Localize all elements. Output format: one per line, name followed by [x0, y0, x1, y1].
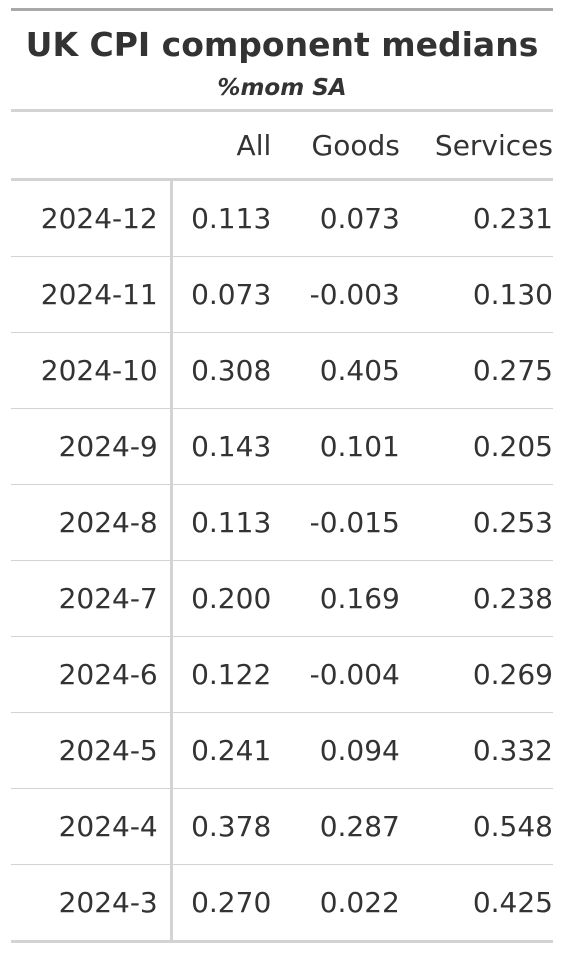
row-date-cell: 2024-12 [11, 179, 173, 257]
table-container: UK CPI component medians %mom SA All Goo… [11, 8, 553, 943]
cell-goods: 0.022 [271, 864, 400, 943]
column-header-services: Services [434, 128, 553, 162]
row-date-cell: 2024-8 [11, 484, 173, 561]
row-date-cell: 2024-10 [11, 332, 173, 409]
header-rule [11, 109, 553, 112]
cell-all: 0.122 [171, 636, 272, 713]
cell-services: 0.425 [399, 864, 553, 943]
table-subtitle: %mom SA [217, 75, 347, 101]
row-date-cell: 2024-6 [11, 636, 173, 713]
cell-services: 0.332 [399, 712, 553, 789]
top-rule [11, 8, 553, 11]
cell-goods: -0.003 [271, 256, 400, 333]
table-row: 2024-3 0.270 0.022 0.425 [11, 864, 553, 943]
cell-goods: 0.405 [271, 332, 400, 409]
cell-all: 0.113 [171, 179, 272, 257]
table-row: 2024-11 0.073 -0.003 0.130 [11, 256, 553, 333]
cell-goods: 0.073 [271, 179, 400, 257]
cell-all: 0.308 [171, 332, 272, 409]
cell-services: 0.548 [399, 788, 553, 865]
cell-goods: -0.004 [271, 636, 400, 713]
row-date-cell: 2024-11 [11, 256, 173, 333]
cell-all: 0.378 [171, 788, 272, 865]
cell-services: 0.275 [399, 332, 553, 409]
cell-goods: 0.101 [271, 408, 400, 485]
cell-all: 0.241 [171, 712, 272, 789]
table-row: 2024-5 0.241 0.094 0.332 [11, 712, 553, 789]
cell-services: 0.205 [399, 408, 553, 485]
cell-all: 0.073 [171, 256, 272, 333]
row-date-cell: 2024-7 [11, 560, 173, 637]
cell-goods: 0.287 [271, 788, 400, 865]
cell-all: 0.113 [171, 484, 272, 561]
column-header-all: All [236, 128, 272, 162]
cell-goods: 0.094 [271, 712, 400, 789]
table-row: 2024-6 0.122 -0.004 0.269 [11, 636, 553, 713]
data-table: All Goods Services 2024-12 0.113 0.073 0.23… [11, 112, 553, 943]
table-row: 2024-7 0.200 0.169 0.238 [11, 560, 553, 637]
table-row: 2024-8 0.113 -0.015 0.253 [11, 484, 553, 561]
table-title: UK CPI component medians [25, 25, 539, 64]
cell-services: 0.231 [399, 179, 553, 257]
cell-services: 0.253 [399, 484, 553, 561]
table-row: 2024-12 0.113 0.073 0.231 [11, 179, 553, 257]
table-body: 2024-12 0.113 0.073 0.231 2024-11 0.073 -0.003… [11, 179, 553, 943]
column-header-goods: Goods [311, 128, 400, 162]
cell-all: 0.200 [171, 560, 272, 637]
cell-goods: -0.015 [271, 484, 400, 561]
table-row: 2024-9 0.143 0.101 0.205 [11, 408, 553, 485]
cell-services: 0.238 [399, 560, 553, 637]
row-date-cell: 2024-4 [11, 788, 173, 865]
row-date-cell: 2024-5 [11, 712, 173, 789]
cell-all: 0.270 [171, 864, 272, 943]
cell-services: 0.269 [399, 636, 553, 713]
row-date-cell: 2024-3 [11, 864, 173, 943]
cell-all: 0.143 [171, 408, 272, 485]
stub-header [11, 112, 171, 180]
row-date-cell: 2024-9 [11, 408, 173, 485]
cell-services: 0.130 [399, 256, 553, 333]
cell-goods: 0.169 [271, 560, 400, 637]
table-row: 2024-10 0.308 0.405 0.275 [11, 332, 553, 409]
table-row: 2024-4 0.378 0.287 0.548 [11, 788, 553, 865]
column-header-row: All Goods Services [11, 112, 553, 180]
